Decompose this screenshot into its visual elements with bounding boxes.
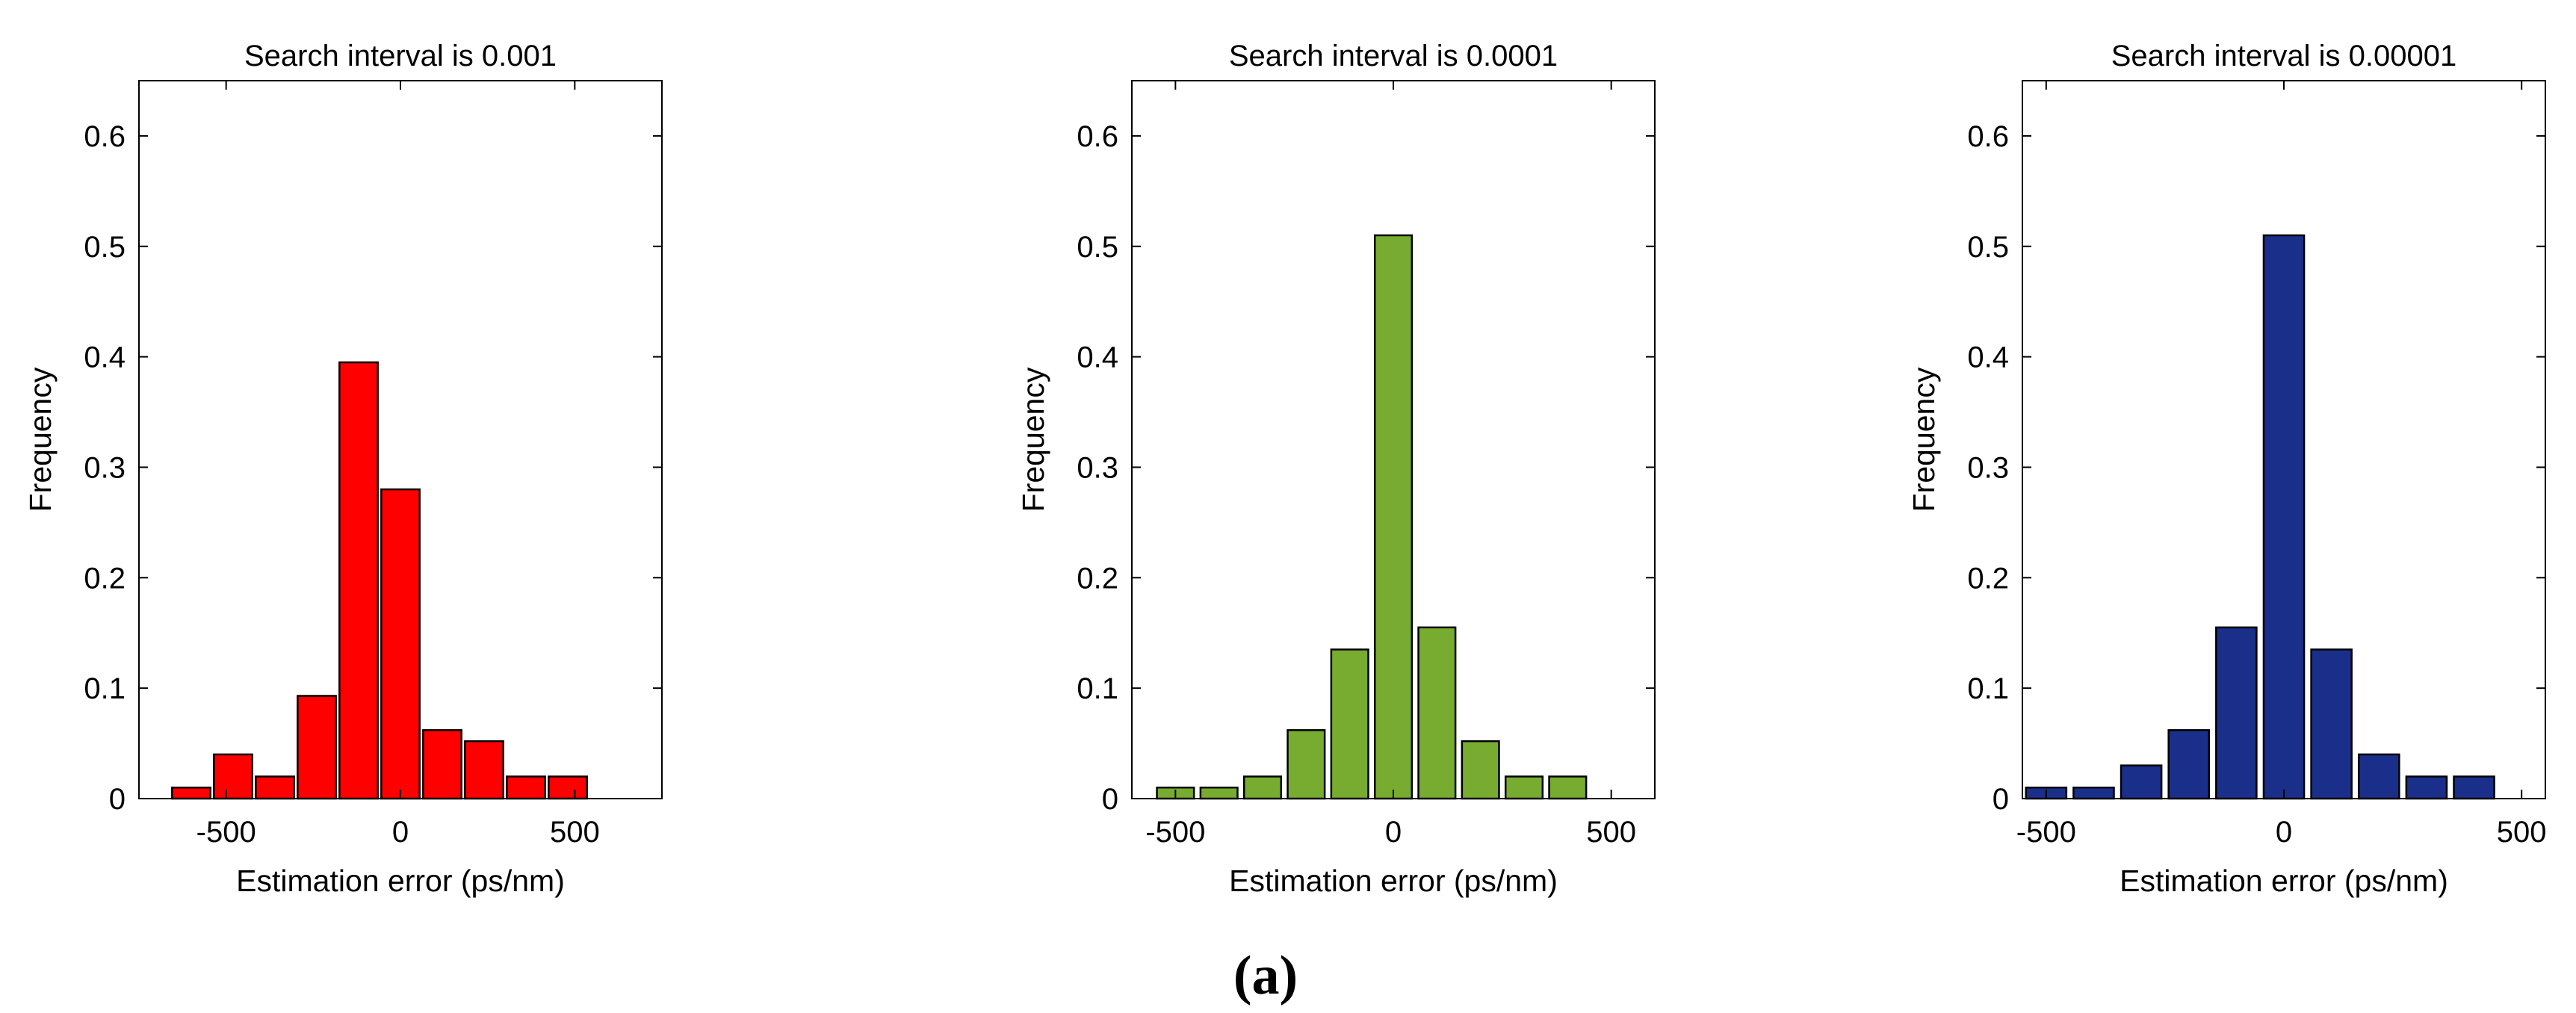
bar bbox=[1199, 786, 1239, 800]
bar bbox=[297, 695, 337, 800]
x-axis-label: Estimation error (ps/nm) bbox=[1229, 864, 1558, 898]
x-axis-label: Estimation error (ps/nm) bbox=[236, 864, 565, 898]
y-tick-label: 0 bbox=[1102, 783, 1118, 816]
x-tick-label: -500 bbox=[1145, 816, 1205, 849]
x-tick-label: -500 bbox=[196, 816, 256, 849]
bar bbox=[1548, 775, 1588, 800]
x-axis-label: Estimation error (ps/nm) bbox=[2120, 864, 2448, 898]
x-tick-label: -500 bbox=[2016, 816, 2076, 849]
x-tick-label: 0 bbox=[2276, 816, 2292, 849]
bar bbox=[213, 753, 253, 800]
bar bbox=[1242, 775, 1283, 800]
chart-title: Search interval is 0.00001 bbox=[2111, 40, 2457, 72]
bar bbox=[2262, 234, 2306, 800]
y-axis-label: Frequency bbox=[1907, 367, 1941, 512]
y-tick-label: 0.5 bbox=[84, 231, 126, 264]
bar bbox=[506, 775, 546, 800]
bar bbox=[1330, 648, 1369, 800]
y-tick-label: 0.3 bbox=[84, 451, 126, 484]
chart-title: Search interval is 0.0001 bbox=[1229, 40, 1558, 72]
bar bbox=[2357, 753, 2400, 800]
y-tick-label: 0.2 bbox=[1967, 562, 2009, 595]
y-tick-label: 0.3 bbox=[1077, 451, 1118, 484]
bar bbox=[2405, 775, 2448, 800]
bar bbox=[1373, 234, 1414, 800]
x-tick-label: 500 bbox=[550, 816, 600, 849]
y-tick-label: 0.5 bbox=[1967, 231, 2009, 264]
y-tick-label: 0 bbox=[1993, 783, 2009, 816]
figure-caption: (a) bbox=[1233, 945, 1298, 1006]
bar bbox=[1461, 740, 1500, 800]
x-tick-label: 0 bbox=[392, 816, 409, 849]
x-tick-label: 0 bbox=[1385, 816, 1402, 849]
bar bbox=[380, 488, 421, 800]
bar bbox=[422, 729, 462, 800]
y-tick-label: 0.4 bbox=[1967, 341, 2009, 374]
y-tick-label: 0.2 bbox=[1077, 562, 1118, 595]
bar bbox=[2120, 764, 2163, 800]
bar bbox=[2167, 729, 2211, 800]
y-tick-label: 0.1 bbox=[84, 672, 126, 705]
bar bbox=[1504, 775, 1544, 800]
y-axis-label: Frequency bbox=[1016, 367, 1050, 512]
y-axis-label: Frequency bbox=[23, 367, 58, 512]
y-tick-label: 0.2 bbox=[84, 562, 126, 595]
y-tick-label: 0.6 bbox=[84, 120, 126, 153]
bar bbox=[1417, 626, 1457, 800]
y-tick-label: 0.5 bbox=[1077, 231, 1118, 264]
bar bbox=[2310, 648, 2353, 800]
panel-left: 0 0.1 0.2 0.3 0.4 0.5 0.6 -500 0 500 Search interv… bbox=[23, 40, 663, 898]
y-tick-label: 0.3 bbox=[1967, 451, 2009, 484]
y-tick-label: 0.4 bbox=[1077, 341, 1118, 374]
bar bbox=[2215, 626, 2258, 800]
bar bbox=[2453, 775, 2495, 800]
y-tick-label: 0.4 bbox=[84, 341, 126, 374]
bar bbox=[1287, 729, 1326, 800]
bar bbox=[171, 786, 211, 800]
bar bbox=[2072, 786, 2115, 800]
panel-middle: 0 0.1 0.2 0.3 0.4 0.5 0.6 -500 0 500 Search interv… bbox=[1016, 40, 1656, 898]
y-tick-label: 0.1 bbox=[1967, 672, 2009, 705]
y-tick-label: 0.6 bbox=[1077, 120, 1118, 153]
chart-title: Search interval is 0.001 bbox=[244, 40, 557, 72]
y-tick-label: 0.1 bbox=[1077, 672, 1118, 705]
bar bbox=[548, 775, 588, 800]
bar bbox=[255, 775, 295, 800]
bar bbox=[464, 740, 504, 800]
x-tick-label: 500 bbox=[2497, 816, 2547, 849]
x-tick-label: 500 bbox=[1586, 816, 1636, 849]
bar bbox=[338, 361, 379, 800]
y-tick-label: 0 bbox=[109, 783, 126, 816]
y-tick-label: 0.6 bbox=[1967, 120, 2009, 153]
